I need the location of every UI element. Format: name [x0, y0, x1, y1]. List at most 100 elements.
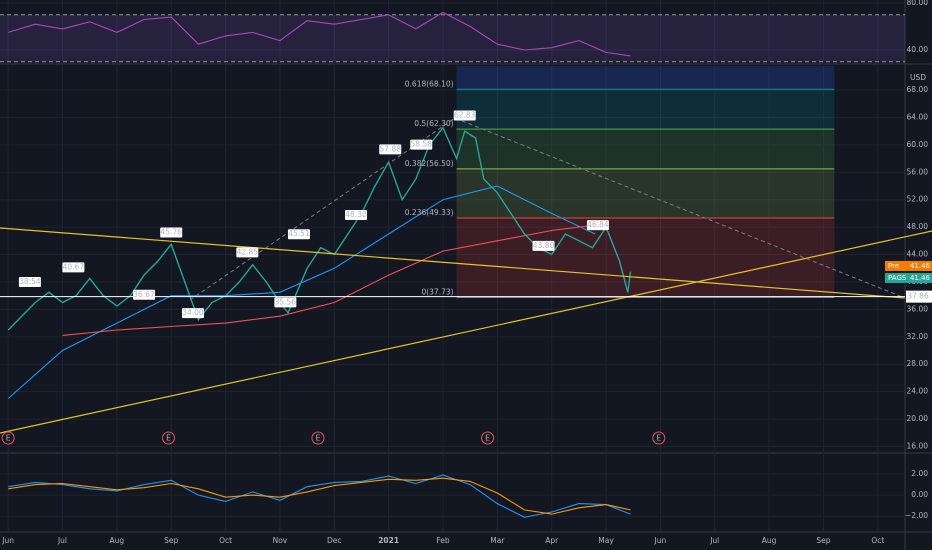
y-tick-label: 60.00: [907, 140, 929, 149]
y-tick-label: 16.00: [907, 442, 929, 451]
price-tag-value: 41.46: [910, 274, 931, 282]
x-tick-label: Oct: [871, 536, 884, 545]
y-tick-label: 24.00: [907, 387, 929, 396]
price-annotation: [345, 210, 368, 221]
y-tick-label: 2.00: [911, 469, 928, 478]
projection-line: [189, 117, 906, 301]
earnings-label: E: [316, 434, 321, 443]
price-annotation-label: 38.54: [19, 277, 41, 286]
price-annotation-label: 36.67: [133, 290, 155, 299]
x-tick-label: Jul: [57, 536, 67, 545]
earnings-label: E: [6, 434, 11, 443]
earnings-marker: [161, 431, 175, 445]
earnings-marker: [481, 431, 495, 445]
fib-label: 0.618(68.10): [405, 79, 454, 88]
fib-label: 0.5(62.30): [414, 119, 453, 128]
price-annotation: [236, 247, 259, 258]
price-annotation: [379, 144, 402, 155]
earnings-label: E: [485, 434, 490, 443]
y-tick-label: 68.00: [907, 85, 929, 94]
price-annotation: [160, 227, 183, 238]
price-tag: [885, 272, 932, 283]
x-tick-label: Sep: [816, 536, 830, 545]
fib-zone: [456, 218, 835, 298]
series-line: [8, 474, 631, 518]
earnings-marker: [1, 431, 15, 445]
price-annotation: [274, 297, 297, 308]
price-annotation-label: 46.84: [587, 220, 609, 229]
price-tag-label: 37.86: [907, 292, 929, 301]
price-annotation-label: 45.76: [160, 227, 182, 236]
y-tick-label: 64.00: [907, 112, 929, 121]
price-annotation-label: 58.58: [411, 140, 433, 149]
x-tick-label: Jun: [654, 536, 667, 545]
price-annotation-label: 62.83: [454, 110, 476, 119]
x-tick-label: Apr: [545, 536, 559, 545]
price-annotation: [287, 229, 310, 240]
earnings-label: E: [656, 434, 661, 443]
y-tick-label: 0.00: [911, 490, 928, 499]
fib-label: 0.236(49.33): [405, 208, 454, 217]
x-tick-label: Mar: [490, 536, 505, 545]
y-tick-label: 48.00: [907, 222, 929, 231]
price-annotation: [133, 289, 156, 300]
earnings-marker: [311, 431, 325, 445]
price-annotation-label: 43.80: [533, 241, 555, 250]
x-tick-label: May: [598, 536, 614, 545]
x-tick-label: 2021: [378, 536, 399, 545]
price-annotation: [453, 110, 476, 121]
series-line: [8, 11, 631, 57]
price-tag-name: Pre: [888, 262, 899, 270]
y-tick-label: 52.00: [907, 195, 929, 204]
x-tick-label: Aug: [110, 536, 125, 545]
y-tick-label: 44.00: [907, 250, 929, 259]
trend-line: [0, 227, 906, 299]
price-annotation-label: 35.56: [275, 297, 297, 306]
plot: [0, 0, 905, 532]
x-tick-label: Feb: [436, 536, 450, 545]
series-line: [62, 223, 607, 336]
x-tick-label: Jun: [1, 536, 14, 545]
price-annotation: [62, 262, 85, 273]
y-tick-label: −2.00: [905, 511, 928, 520]
x-tick-label: Dec: [327, 536, 342, 545]
price-tag-name: PAGS: [888, 274, 907, 282]
currency-label: USD: [910, 73, 926, 82]
fib-zone: [456, 89, 835, 130]
x-tick-label: Sep: [164, 536, 178, 545]
price-annotation-label: 40.67: [63, 262, 85, 271]
price-annotation: [586, 220, 609, 231]
price-annotation-label: 45.51: [288, 229, 310, 238]
rsi-band: [0, 14, 905, 62]
price-tag: [885, 260, 932, 271]
series-line: [8, 477, 631, 515]
fib-zone: [456, 168, 835, 219]
price-annotation: [532, 240, 555, 251]
price-annotation: [18, 276, 41, 287]
y-tick-label: 56.00: [907, 167, 929, 176]
x-tick-label: Nov: [273, 536, 288, 545]
fib-label: 0(37.73): [421, 288, 453, 297]
y-tick-label: 28.00: [907, 359, 929, 368]
price-tag: [906, 290, 932, 303]
earnings-marker: [652, 431, 666, 445]
x-tick-label: Aug: [762, 536, 777, 545]
x-tick-label: Jul: [709, 536, 719, 545]
x-tick-label: Oct: [219, 536, 232, 545]
y-tick-label: 20.00: [907, 414, 929, 423]
fib-label: 0.382(56.50): [405, 159, 454, 168]
earnings-label: E: [166, 434, 171, 443]
y-tick-label: 36.00: [907, 304, 929, 313]
price-annotation-label: 57.88: [380, 144, 402, 153]
price-annotation: [181, 308, 204, 319]
y-tick-label: 32.00: [907, 332, 929, 341]
price-annotation-label: 48.30: [345, 210, 367, 219]
trend-line: [0, 230, 932, 434]
price-annotation-label: 34.00: [182, 308, 204, 317]
price-tag-value: 41.46: [910, 262, 931, 270]
y-tick-label: 80.00: [907, 0, 929, 7]
